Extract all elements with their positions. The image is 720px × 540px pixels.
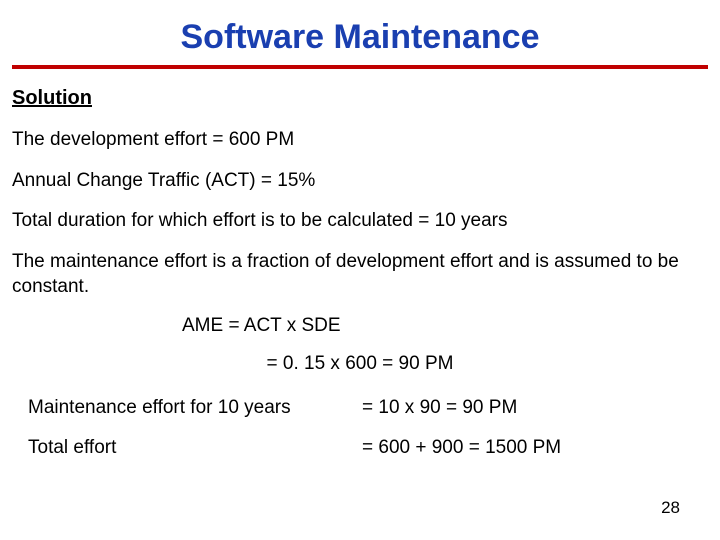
formula-computation: = 0. 15 x 600 = 90 PM: [12, 353, 708, 375]
result-row-1: Maintenance effort for 10 years = 10 x 9…: [12, 397, 708, 419]
title-divider: [12, 65, 708, 69]
result-value-1: = 10 x 90 = 90 PM: [362, 397, 708, 419]
slide-title: Software Maintenance: [12, 18, 708, 57]
body-line-1: The development effort = 600 PM: [12, 128, 708, 153]
formula-ame: AME = ACT x SDE: [182, 315, 708, 337]
solution-heading: Solution: [12, 87, 708, 110]
result-label-2: Total effort: [12, 437, 362, 459]
result-value-2: = 600 + 900 = 1500 PM: [362, 437, 708, 459]
body-line-4: The maintenance effort is a fraction of …: [12, 250, 708, 299]
result-row-2: Total effort = 600 + 900 = 1500 PM: [12, 437, 708, 459]
body-line-3: Total duration for which effort is to be…: [12, 209, 708, 234]
page-number: 28: [661, 498, 680, 518]
result-label-1: Maintenance effort for 10 years: [12, 397, 362, 419]
body-line-2: Annual Change Traffic (ACT) = 15%: [12, 169, 708, 194]
